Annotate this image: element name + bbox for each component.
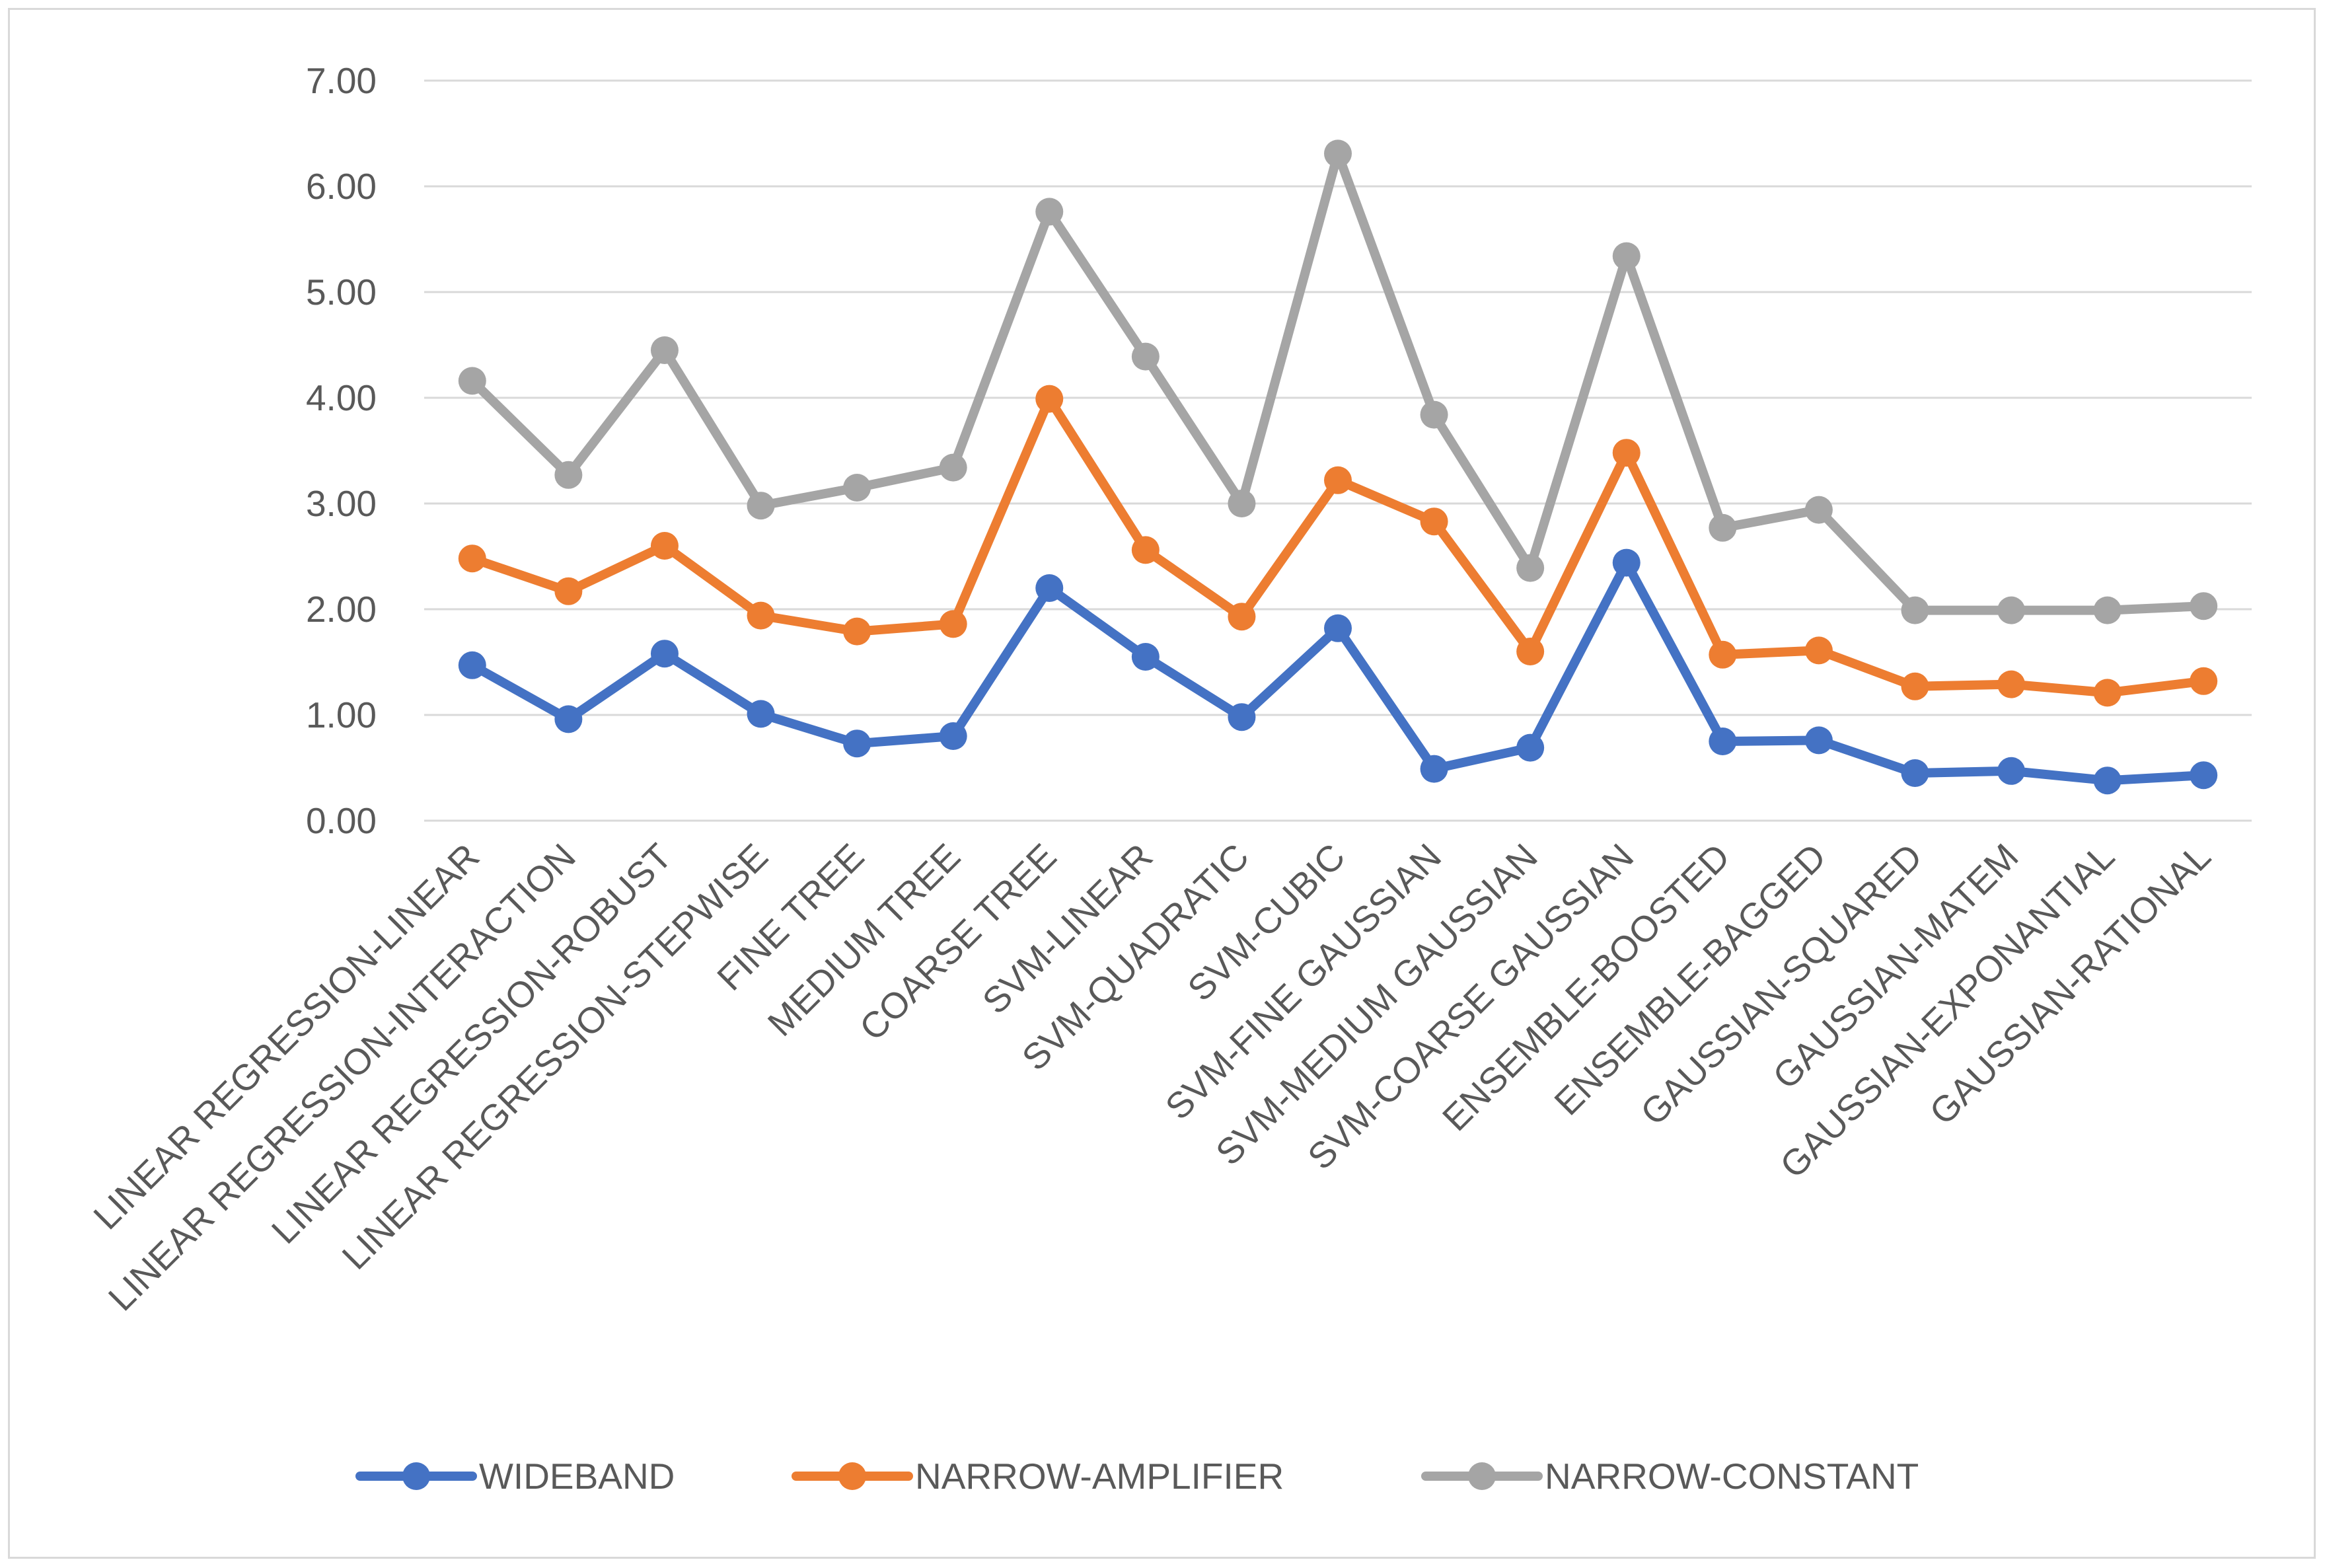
- data-point: [1035, 385, 1064, 413]
- data-point: [650, 532, 679, 560]
- series-narrow-constant: [458, 139, 2218, 624]
- data-point: [554, 577, 583, 605]
- x-category-label: LINEAR REGRESSION-ROBUST: [264, 836, 679, 1251]
- data-point: [1324, 614, 1352, 642]
- data-point: [650, 640, 679, 668]
- data-point: [1420, 400, 1448, 429]
- data-point: [1516, 638, 1545, 665]
- data-point: [1228, 703, 1256, 731]
- legend-item: NARROW-AMPLIFIER: [792, 1456, 1284, 1497]
- series-line: [467, 149, 2209, 615]
- y-tick-label: 5.00: [306, 272, 377, 313]
- legend: WIDEBAND NARROW-AMPLIFIER NARROW-CONSTANT: [355, 1456, 1919, 1497]
- data-point: [843, 729, 871, 758]
- data-point: [1901, 759, 1929, 787]
- data-point: [1997, 670, 2026, 698]
- chart-frame: [8, 8, 2316, 1559]
- y-tick-label: 7.00: [306, 60, 377, 101]
- data-point: [1228, 490, 1256, 517]
- legend-item: NARROW-CONSTANT: [1421, 1456, 1919, 1497]
- data-point: [1131, 643, 1160, 671]
- data-point: [554, 461, 583, 489]
- data-point: [1612, 548, 1641, 577]
- x-category-label: SVM-LINEAR: [975, 836, 1161, 1022]
- data-point: [1228, 603, 1256, 631]
- data-point: [1131, 342, 1160, 371]
- data-point: [2190, 761, 2218, 790]
- data-point: [1035, 198, 1064, 226]
- data-point: [747, 492, 775, 520]
- series-wideband: [458, 548, 2218, 795]
- data-point: [1324, 466, 1352, 494]
- y-axis-tick-labels: 0.00 1.00 2.00 3.00 4.00 5.00 6.00 7.00: [306, 60, 377, 841]
- data-point: [843, 617, 871, 646]
- series-narrow-amplifier: [458, 385, 2218, 707]
- data-point: [1612, 242, 1641, 270]
- data-point: [939, 453, 967, 482]
- data-point: [939, 610, 967, 638]
- legend-label: WIDEBAND: [479, 1456, 675, 1497]
- data-point: [1997, 596, 2026, 624]
- data-point: [1516, 554, 1545, 582]
- data-point: [1901, 672, 1929, 700]
- data-point: [1516, 733, 1545, 762]
- data-point: [939, 722, 967, 750]
- data-point: [1804, 636, 1833, 665]
- data-point: [1131, 536, 1160, 564]
- data-point: [2093, 596, 2122, 624]
- data-point: [2093, 679, 2122, 707]
- gridlines: [424, 79, 2252, 822]
- data-point: [1901, 596, 1929, 624]
- legend-marker: [402, 1462, 430, 1490]
- data-point: [1420, 507, 1448, 536]
- legend-label: NARROW-AMPLIFIER: [915, 1456, 1284, 1497]
- data-point: [554, 705, 583, 733]
- data-point: [1997, 757, 2026, 785]
- data-point: [843, 474, 871, 502]
- data-point: [2190, 667, 2218, 695]
- legend-marker: [838, 1462, 866, 1490]
- legend-label: NARROW-CONSTANT: [1545, 1456, 1919, 1497]
- data-point: [458, 544, 486, 573]
- legend-item: WIDEBAND: [355, 1456, 675, 1497]
- data-point: [650, 336, 679, 364]
- series-lines: [458, 139, 2218, 795]
- data-point: [1709, 640, 1737, 669]
- data-point: [1612, 439, 1641, 467]
- data-point: [747, 601, 775, 630]
- y-tick-label: 2.00: [306, 589, 377, 630]
- data-point: [1804, 496, 1833, 524]
- y-tick-label: 0.00: [306, 800, 377, 841]
- y-tick-label: 1.00: [306, 694, 377, 735]
- data-point: [458, 651, 486, 679]
- data-point: [2190, 592, 2218, 620]
- series-line: [467, 394, 2209, 698]
- data-point: [1324, 139, 1352, 168]
- legend-marker: [1468, 1462, 1496, 1490]
- data-point: [1709, 728, 1737, 755]
- y-tick-label: 6.00: [306, 166, 377, 207]
- data-point: [1420, 755, 1448, 783]
- data-point: [2093, 766, 2122, 795]
- y-tick-label: 3.00: [306, 483, 377, 524]
- data-point: [1709, 513, 1737, 542]
- data-point: [1804, 726, 1833, 755]
- y-tick-label: 4.00: [306, 377, 377, 418]
- data-point: [1035, 574, 1064, 602]
- data-point: [458, 367, 486, 395]
- data-point: [747, 700, 775, 728]
